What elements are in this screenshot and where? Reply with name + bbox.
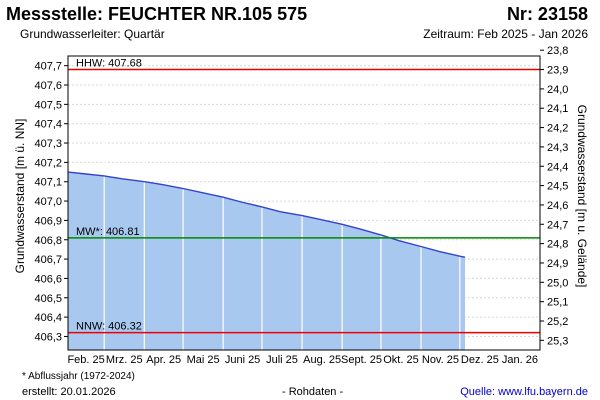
month-label: Jan. 26 xyxy=(502,354,538,366)
reference-label: NNW: 406.32 xyxy=(76,321,142,333)
reference-label: HHW: 407.68 xyxy=(76,58,142,70)
right-tick-label: 24,6 xyxy=(547,200,568,212)
station-title: Messstelle: FEUCHTER NR.105 575 xyxy=(6,4,308,24)
left-tick-label: 406,3 xyxy=(34,331,62,343)
month-label: Sept. 25 xyxy=(341,354,382,366)
reference-lines: HHW: 407.68 MW*: 406.81 NNW: 406.32 xyxy=(68,58,540,334)
right-tick-label: 24,5 xyxy=(547,181,568,193)
month-label: Feb. 25 xyxy=(67,354,104,366)
right-tick-label: 24,1 xyxy=(547,103,568,115)
water-level-line xyxy=(67,171,466,258)
month-label: Apr. 25 xyxy=(146,354,181,366)
right-tick-label: 25,1 xyxy=(547,297,568,309)
right-tick-label: 23,9 xyxy=(547,65,568,77)
left-axis-ticks: 406,3 406,4 406,5 406,6 406,7 406,8 406,9 407,0… xyxy=(34,61,68,343)
right-axis-label: Grundwasserstand [m u. Gelände] xyxy=(575,105,589,288)
aquifer-label: Grundwasserleiter: Quartär xyxy=(20,27,165,41)
left-tick-label: 407,3 xyxy=(34,138,62,150)
month-label: Dez. 25 xyxy=(461,354,499,366)
right-axis-ticks: 23,8 23,9 24,0 24,1 24,2 24,3 24,4 24,5 24,6 24,7… xyxy=(540,45,568,347)
month-label: Mrz. 25 xyxy=(106,354,143,366)
left-tick-label: 407,4 xyxy=(34,119,62,131)
month-label: Juli 25 xyxy=(266,354,298,366)
right-tick-label: 24,7 xyxy=(547,219,568,231)
water-level-area xyxy=(68,172,465,350)
left-tick-label: 407,5 xyxy=(34,99,62,111)
left-tick-label: 406,8 xyxy=(34,235,62,247)
station-number: Nr: 23158 xyxy=(506,4,588,24)
plot-frame xyxy=(67,55,541,351)
right-tick-label: 24,8 xyxy=(547,239,568,251)
reference-label: MW*: 406.81 xyxy=(76,226,140,238)
right-tick-label: 25,3 xyxy=(547,335,568,347)
left-axis-label: Grundwasserstand [m ü. NN] xyxy=(13,119,27,274)
left-tick-label: 406,4 xyxy=(34,312,62,324)
footnote: * Abflussjahr (1972-2024) xyxy=(22,371,135,382)
month-label: Okt. 25 xyxy=(383,354,418,366)
right-tick-label: 25,2 xyxy=(547,316,568,328)
x-axis-ticks: Feb. 25 Mrz. 25 Apr. 25 Mai 25 Juni 25 Juli 2… xyxy=(67,354,538,366)
raw-data-label: - Rohdaten - xyxy=(282,386,344,398)
left-tick-label: 407,2 xyxy=(34,157,62,169)
month-gridlines xyxy=(103,56,501,350)
left-tick-label: 407,1 xyxy=(34,177,62,189)
right-tick-label: 24,3 xyxy=(547,142,568,154)
left-tick-label: 406,9 xyxy=(34,215,62,227)
right-tick-label: 24,2 xyxy=(547,123,568,135)
month-label: Mai 25 xyxy=(187,354,220,366)
month-label: Nov. 25 xyxy=(422,354,459,366)
left-tick-label: 407,6 xyxy=(34,80,62,92)
month-label: Aug. 25 xyxy=(303,354,341,366)
period-label: Zeitraum: Feb 2025 - Jan 2026 xyxy=(423,27,588,41)
right-tick-label: 23,8 xyxy=(547,45,568,57)
right-tick-label: 24,4 xyxy=(547,161,568,173)
right-tick-label: 24,9 xyxy=(547,258,568,270)
left-tick-label: 407,0 xyxy=(34,196,62,208)
right-tick-label: 25,0 xyxy=(547,277,568,289)
created-date: erstellt: 20.01.2026 xyxy=(22,386,116,398)
left-tick-label: 406,6 xyxy=(34,273,62,285)
source-link[interactable]: Quelle: www.lfu.bayern.de xyxy=(460,386,588,398)
left-tick-label: 407,7 xyxy=(34,61,62,73)
left-tick-label: 406,5 xyxy=(34,293,62,305)
left-tick-label: 406,7 xyxy=(34,254,62,266)
right-tick-label: 24,0 xyxy=(547,84,568,96)
month-label: Juni 25 xyxy=(225,354,260,366)
